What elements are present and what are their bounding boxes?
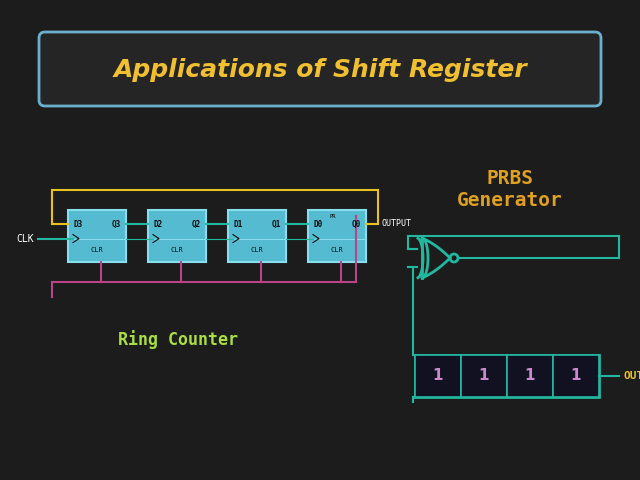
FancyBboxPatch shape [415, 355, 461, 397]
FancyBboxPatch shape [461, 355, 507, 397]
Text: CLR: CLR [91, 247, 104, 253]
FancyBboxPatch shape [553, 355, 599, 397]
FancyBboxPatch shape [148, 210, 206, 262]
Text: D1: D1 [233, 219, 243, 228]
Text: OUT: OUT [623, 371, 640, 381]
Text: Generator: Generator [457, 191, 563, 209]
Text: Q0: Q0 [352, 219, 361, 228]
Text: Q1: Q1 [272, 219, 281, 228]
Text: Q2: Q2 [192, 219, 201, 228]
Text: 1: 1 [525, 369, 535, 384]
Text: PR: PR [330, 214, 336, 219]
FancyBboxPatch shape [507, 355, 553, 397]
FancyBboxPatch shape [415, 355, 599, 397]
Text: 1: 1 [433, 369, 444, 384]
FancyBboxPatch shape [39, 32, 601, 106]
FancyBboxPatch shape [308, 210, 366, 262]
Text: D2: D2 [153, 219, 163, 228]
FancyBboxPatch shape [68, 210, 126, 262]
FancyBboxPatch shape [228, 210, 286, 262]
Text: CLR: CLR [171, 247, 184, 253]
Text: CLR: CLR [251, 247, 264, 253]
Text: Ring Counter: Ring Counter [118, 331, 238, 349]
Text: CLK: CLK [17, 234, 34, 244]
Text: Applications of Shift Register: Applications of Shift Register [113, 58, 527, 82]
Text: D0: D0 [313, 219, 323, 228]
Text: D3: D3 [73, 219, 83, 228]
Text: Q3: Q3 [112, 219, 121, 228]
Text: PRBS: PRBS [486, 168, 534, 188]
Text: 1: 1 [571, 369, 581, 384]
Text: OUTPUT: OUTPUT [382, 219, 412, 228]
Text: CLR: CLR [331, 247, 344, 253]
Text: 1: 1 [479, 369, 489, 384]
